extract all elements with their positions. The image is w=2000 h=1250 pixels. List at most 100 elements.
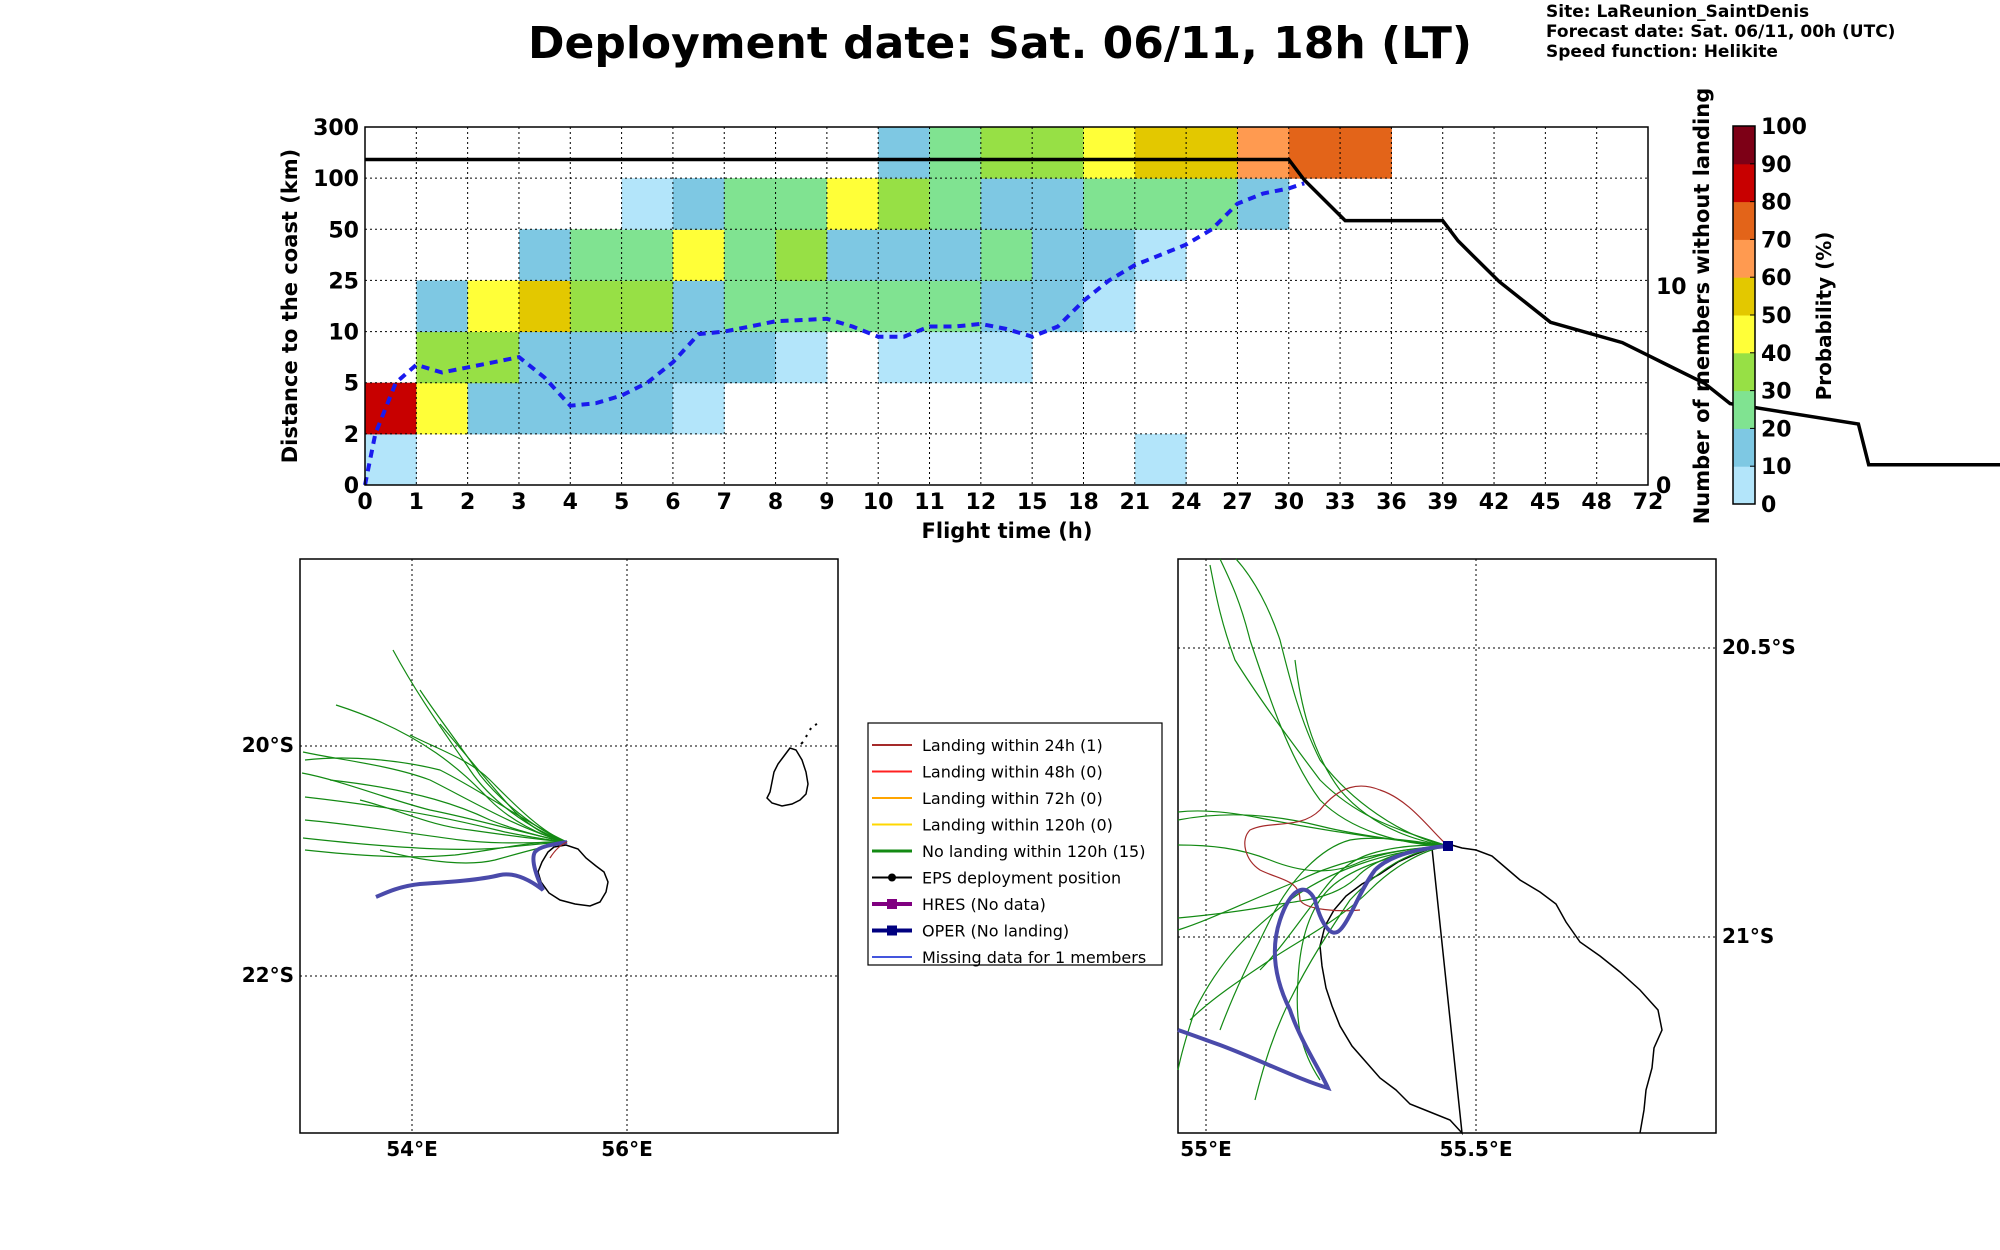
- x-tick-label: 3: [511, 490, 526, 515]
- legend-item: Landing within 48h (0): [872, 763, 1103, 782]
- zoom-map-frame: [1177, 558, 1717, 1134]
- colorbar-tick-label: 100: [1761, 115, 1807, 140]
- x-tick-label: 36: [1376, 490, 1407, 515]
- trajectory: [301, 772, 568, 843]
- heatmap-cell: [467, 331, 520, 384]
- trajectory: [1209, 564, 1449, 847]
- map-tick-label: 55°E: [1180, 1137, 1232, 1161]
- legend-item: Landing within 24h (1): [872, 736, 1103, 755]
- heatmap-cell: [1032, 127, 1084, 179]
- colorbar-tick-label: 90: [1761, 153, 1792, 178]
- trajectory: [1177, 814, 1449, 847]
- heatmap-cell: [775, 331, 828, 384]
- legend-label: Landing within 24h (1): [922, 736, 1103, 755]
- trajectory: [304, 796, 568, 843]
- colorbar-segment: [1733, 163, 1755, 203]
- colorbar-tick-label: 70: [1761, 228, 1792, 253]
- x-tick-label: 48: [1581, 490, 1612, 515]
- trajectory: [439, 723, 568, 843]
- heatmap-cell: [518, 229, 571, 281]
- heatmap-frame: [364, 126, 1649, 486]
- page-title: Deployment date: Sat. 06/11, 18h (LT): [527, 18, 1473, 69]
- heatmap-cell: [416, 382, 469, 435]
- x-tick-labels: 0 1 2 3 4 5 6 7 8 9 10 11 12 15 18 21 24 27 30 33 36 39 42 45 48…: [357, 490, 1663, 515]
- x-tick-label: 15: [1017, 490, 1048, 515]
- y-tick-label: 100: [313, 167, 359, 192]
- trajectory: [1177, 845, 1449, 931]
- legend-marker: [887, 925, 897, 936]
- heatmap-cell: [980, 127, 1033, 179]
- trajectory: [304, 841, 568, 858]
- legend-item: OPER (No landing): [872, 922, 1069, 941]
- heatmap-cell: [980, 178, 1033, 230]
- map-tick-label: 21°S: [1722, 924, 1774, 948]
- y-tick-label: 10: [328, 321, 359, 346]
- heatmap-cell: [929, 229, 982, 281]
- map-tick-label: 55.5°E: [1439, 1137, 1512, 1161]
- heatmap-cell: [518, 331, 571, 384]
- overview-map: 54°E 56°E 20°S 22°S: [242, 558, 839, 1161]
- heatmap-cell: [826, 280, 879, 333]
- colorbar-segment: [1733, 201, 1755, 240]
- forecast-date-label: Forecast date: Sat. 06/11, 00h (UTC): [1546, 22, 1896, 42]
- x-tick-label: 39: [1427, 490, 1458, 515]
- forecast-info: Site: LaReunion_SaintDenis Forecast date…: [1546, 2, 1895, 62]
- heatmap-cell: [929, 331, 982, 384]
- legend: Landing within 24h (1) Landing within 48h…: [867, 722, 1163, 967]
- x-tick-label: 42: [1479, 490, 1510, 515]
- heatmap-cell: [980, 331, 1033, 384]
- trajectory: [359, 799, 568, 843]
- mauritius-coastline: [766, 747, 809, 807]
- x-tick-label: 5: [614, 490, 629, 515]
- colorbar-label: Probability (%): [1812, 232, 1836, 401]
- heatmap-cell: [775, 178, 828, 230]
- heatmap-cell: [980, 229, 1033, 281]
- colorbar-tick-label: 60: [1761, 266, 1792, 291]
- heatmap-cell: [826, 229, 879, 281]
- trajectory: [1235, 558, 1449, 847]
- x-tick-label: 45: [1530, 490, 1561, 515]
- heatmap-cell: [1237, 178, 1290, 230]
- x-tick-label: 8: [768, 490, 783, 515]
- heatmap-cell: [672, 178, 725, 230]
- heatmap-cell: [826, 178, 879, 230]
- legend-label: HRES (No data): [922, 895, 1046, 914]
- legend-item: Landing within 72h (0): [872, 789, 1103, 808]
- speed-function-label: Speed function: Helikite: [1546, 42, 1778, 62]
- right-tick-label: 0: [1656, 474, 1671, 499]
- x-tick-label: 27: [1222, 490, 1253, 515]
- y-tick-label: 25: [328, 269, 359, 294]
- heatmap-cell: [1083, 127, 1136, 179]
- heatmap-cell: [1134, 127, 1187, 179]
- overview-map-frame: [299, 558, 839, 1134]
- map-tick-label: 20°S: [242, 733, 294, 757]
- oper-deployment-marker: [1443, 841, 1453, 851]
- legend-label: No landing within 120h (15): [922, 842, 1145, 861]
- x-tick-label: 7: [717, 490, 732, 515]
- reunion-coastline-zoom: [1319, 843, 1663, 1136]
- colorbar-tick-label: 30: [1761, 380, 1792, 405]
- heatmap-cell: [1186, 178, 1238, 230]
- x-tick-label: 12: [966, 490, 997, 515]
- oper-trajectory-overview: [375, 840, 568, 899]
- heatmap-cell: [980, 280, 1033, 333]
- colorbar-segment: [1733, 390, 1755, 429]
- heatmap-cell: [724, 331, 777, 384]
- colorbar-segment: [1733, 315, 1755, 354]
- heatmap-cell: [621, 229, 674, 281]
- colorbar-segment: [1733, 277, 1755, 316]
- x-tick-label: 21: [1119, 490, 1150, 515]
- heatmap-series: [363, 157, 2000, 486]
- heatmap-cell: [724, 229, 777, 281]
- heatmap-cell: [672, 382, 725, 435]
- map-tick-label: 56°E: [601, 1137, 653, 1161]
- x-tick-label: 72: [1633, 490, 1664, 515]
- heatmap-cell: [1186, 127, 1238, 179]
- heatmap-cell: [570, 280, 623, 333]
- x-tick-label: 10: [863, 490, 894, 515]
- heatmap-cell: [878, 178, 931, 230]
- x-tick-label: 4: [563, 490, 578, 515]
- map-tick-label: 54°E: [386, 1137, 438, 1161]
- heatmap-cell: [621, 280, 674, 333]
